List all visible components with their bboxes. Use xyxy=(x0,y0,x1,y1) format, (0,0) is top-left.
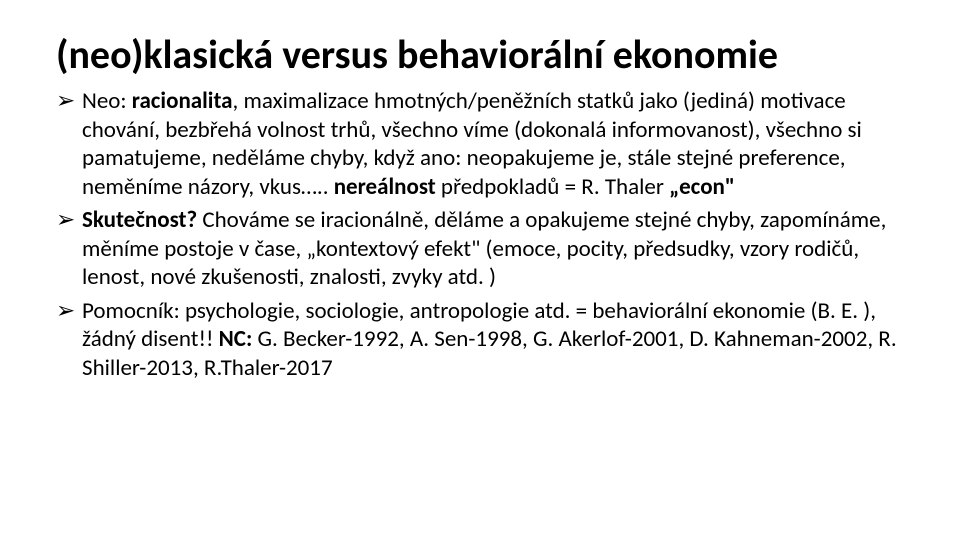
bullet-list: ➢Neo: racionalita, maximalizace hmotných… xyxy=(56,86,904,382)
text-run: nereálnost xyxy=(334,173,441,201)
chevron-right-icon: ➢ xyxy=(56,296,82,325)
text-run: NC: xyxy=(219,325,258,353)
text-run: Skutečnost? xyxy=(82,206,202,234)
text-run: Chováme se iracionálně, děláme a opakuje… xyxy=(82,206,886,291)
bullet-item: ➢Skutečnost? Chováme se iracionálně, děl… xyxy=(56,205,904,292)
bullet-item: ➢Neo: racionalita, maximalizace hmotných… xyxy=(56,86,904,201)
bullet-item: ➢Pomocník: psychologie, sociologie, antr… xyxy=(56,296,904,383)
text-run: předpokladů = R. Thaler xyxy=(441,173,669,201)
slide: (neo)klasická versus behaviorální ekonom… xyxy=(0,0,960,540)
chevron-right-icon: ➢ xyxy=(56,205,82,234)
text-run: „econ" xyxy=(669,173,735,201)
slide-title: (neo)klasická versus behaviorální ekonom… xyxy=(56,32,904,78)
text-run: Neo: xyxy=(82,87,132,115)
text-run: racionalita xyxy=(132,87,233,115)
chevron-right-icon: ➢ xyxy=(56,86,82,115)
